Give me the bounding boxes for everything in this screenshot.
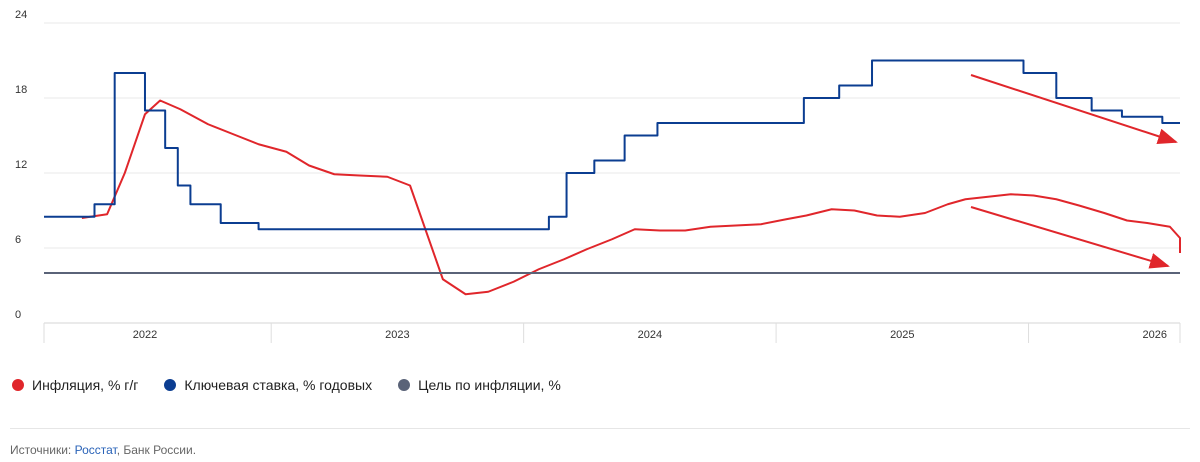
series-key-rate <box>44 59 1180 231</box>
legend-item-key-rate[interactable]: Ключевая ставка, % годовых <box>164 377 372 393</box>
legend-dot-key-rate <box>164 379 177 391</box>
legend-label-target: Цель по инфляции, % <box>418 377 561 393</box>
y-tick-label: 18 <box>15 84 27 96</box>
legend-item-inflation[interactable]: Инфляция, % г/г <box>12 377 138 393</box>
y-tick-label: 6 <box>15 234 21 246</box>
legend-dot-inflation <box>12 379 24 391</box>
x-tick-label: 2025 <box>890 329 914 341</box>
x-tick-label: 2026 <box>1143 329 1167 341</box>
x-tick-label: 2023 <box>385 329 409 341</box>
legend-item-target[interactable]: Цель по инфляции, % <box>398 377 561 393</box>
sources-link-rosstat[interactable]: Росстат <box>74 443 117 457</box>
x-tick-label: 2024 <box>638 329 662 341</box>
sources-suffix: , Банк России. <box>116 443 197 457</box>
y-tick-label: 24 <box>15 9 27 21</box>
divider <box>10 428 1190 429</box>
legend-dot-target <box>398 379 411 391</box>
y-tick-label: 12 <box>15 159 27 171</box>
sources-note: Источники: Росстат, Банк России. <box>10 443 196 457</box>
series-inflation <box>81 99 1181 296</box>
legend: Инфляция, % г/г Ключевая ставка, % годов… <box>12 377 561 393</box>
x-tick-label: 2022 <box>133 329 157 341</box>
sources-prefix: Источники: <box>10 443 75 457</box>
trend-arrow-inflation <box>970 206 1170 269</box>
legend-label-inflation: Инфляция, % г/г <box>32 377 139 393</box>
y-tick-label: 0 <box>15 309 21 321</box>
chart: 0 6 12 18 24 2022 2023 2024 2025 2026 <box>15 9 1181 343</box>
legend-label-key-rate: Ключевая ставка, % годовых <box>184 377 373 393</box>
trend-arrow-key-rate <box>970 74 1178 145</box>
